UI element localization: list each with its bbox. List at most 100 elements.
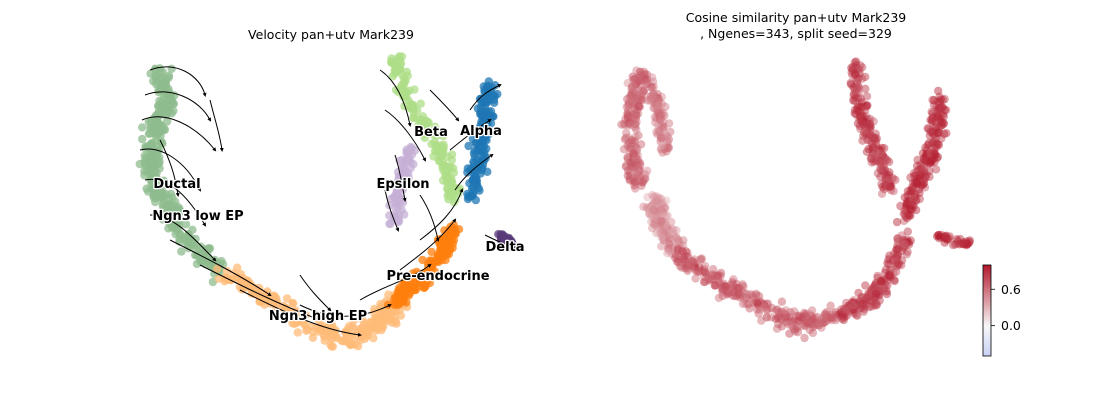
cell-point: [751, 298, 761, 307]
cell-point: [688, 257, 697, 266]
cell-point: [863, 115, 872, 124]
cell-point: [781, 314, 790, 323]
cell-point: [627, 135, 636, 145]
cell-point: [886, 181, 895, 191]
cell-point: [921, 143, 930, 152]
cell-point: [657, 133, 666, 143]
cell-point: [937, 134, 946, 143]
cell-point: [726, 287, 736, 297]
cell-point: [636, 67, 645, 77]
cell-point: [939, 119, 948, 128]
cell-point: [917, 180, 926, 189]
cell-point: [752, 291, 761, 300]
cell-point: [629, 75, 638, 84]
cell-point: [857, 98, 867, 107]
cell-point: [681, 247, 691, 256]
cell-point: [931, 143, 941, 152]
cell-point: [827, 315, 837, 325]
cell-point: [742, 293, 751, 303]
cell-point: [674, 252, 684, 261]
cell-point: [927, 107, 936, 117]
cell-point: [870, 136, 879, 145]
cell-point: [876, 149, 885, 158]
cell-point: [878, 182, 887, 192]
cell-point: [672, 226, 681, 235]
cell-point: [635, 93, 645, 103]
cell-point: [481, 152, 490, 161]
cell-point: [873, 287, 882, 296]
cell-point: [942, 235, 951, 244]
cell-point: [853, 300, 862, 310]
cell-point: [630, 75, 640, 84]
cell-point: [666, 234, 675, 243]
cell-point: [871, 129, 880, 138]
cell-point: [632, 146, 641, 155]
cell-point: [940, 105, 949, 115]
cell-point: [630, 74, 640, 84]
cell-point: [861, 123, 870, 132]
cell-point: [936, 118, 945, 127]
cell-point: [964, 238, 974, 247]
cell-point: [660, 231, 669, 240]
cell-point: [892, 262, 902, 271]
cell-point: [649, 96, 658, 105]
cell-point: [638, 86, 648, 95]
cell-point: [898, 236, 907, 246]
cell-point: [917, 181, 926, 190]
cell-point: [217, 256, 226, 266]
cell-point: [628, 95, 637, 104]
cell-point: [634, 167, 644, 176]
cell-point: [166, 214, 175, 223]
cell-point: [871, 133, 880, 142]
cell-point: [875, 286, 885, 295]
cell-point: [439, 143, 448, 152]
cell-point: [677, 263, 686, 272]
cell-point: [679, 236, 688, 245]
cell-point: [643, 166, 652, 176]
cell-point: [861, 105, 870, 114]
cell-point: [647, 82, 656, 92]
cell-point: [862, 101, 871, 110]
velocity-streamline: [299, 304, 392, 317]
cell-point: [654, 214, 663, 223]
cell-point: [861, 300, 871, 309]
cell-point: [914, 185, 924, 194]
cell-point: [649, 210, 658, 219]
cell-point: [937, 230, 946, 239]
cell-point: [177, 247, 186, 256]
cell-point: [623, 152, 632, 162]
cell-point: [681, 258, 690, 268]
cell-point: [635, 102, 645, 112]
cell-point: [849, 83, 858, 92]
cell-point: [681, 263, 690, 273]
cell-point: [639, 67, 649, 76]
cell-point: [628, 116, 637, 125]
cell-point: [638, 95, 647, 105]
cell-point: [837, 309, 846, 319]
cell-point: [657, 207, 667, 216]
cell-point: [807, 306, 817, 315]
cell-point: [138, 134, 147, 144]
cell-point: [691, 274, 700, 283]
cell-point: [897, 261, 906, 270]
cell-point: [941, 233, 950, 242]
cell-point: [929, 137, 939, 146]
cell-point: [635, 164, 644, 173]
cell-point: [649, 77, 658, 86]
cell-point: [620, 120, 629, 130]
cell-point: [881, 175, 891, 185]
cell-point: [862, 129, 871, 138]
cell-point: [909, 169, 919, 178]
cell-point: [936, 95, 946, 104]
cell-point: [867, 152, 877, 161]
cell-point: [625, 98, 634, 107]
cell-point: [662, 232, 671, 241]
cell-point: [858, 116, 867, 125]
cell-point: [917, 175, 927, 185]
cell-point: [148, 141, 157, 150]
cell-point: [632, 110, 641, 119]
cell-point: [919, 176, 929, 185]
cell-point: [716, 279, 725, 289]
cell-point: [913, 155, 922, 165]
cell-point: [656, 107, 666, 116]
